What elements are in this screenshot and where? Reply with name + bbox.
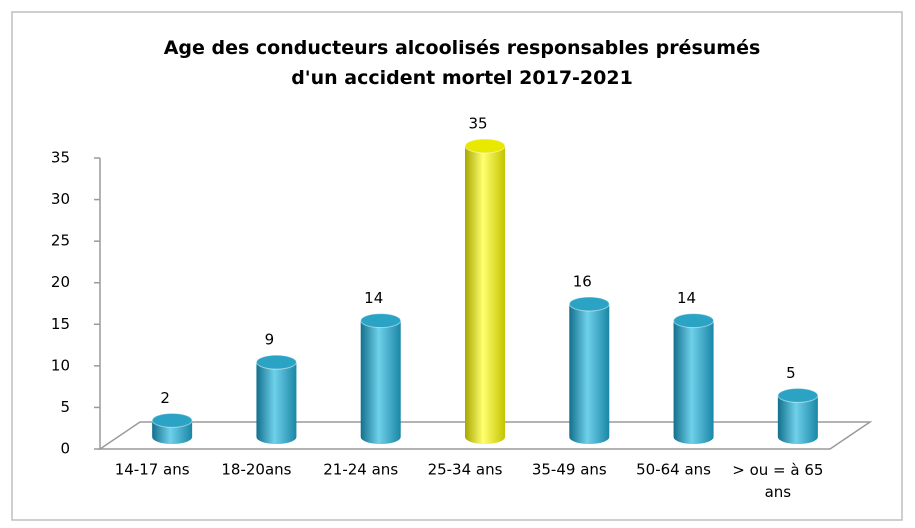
bar-top	[777, 387, 819, 403]
bar-top	[255, 354, 297, 370]
bar-top	[568, 296, 610, 312]
x-tick-label: 18-20ans	[221, 461, 291, 479]
data-label: 14	[364, 289, 383, 307]
x-tick-label: 14-17 ans	[115, 461, 190, 479]
bar-body	[673, 320, 714, 444]
bar-body	[256, 362, 297, 444]
data-label: 35	[468, 115, 487, 133]
bar	[777, 387, 819, 444]
bar	[151, 412, 193, 444]
x-tick-label: 21-24 ans	[323, 461, 398, 479]
bar-body	[569, 303, 610, 444]
bar	[568, 296, 610, 444]
data-label: 16	[573, 272, 592, 290]
bar-body	[465, 146, 505, 444]
x-tick-label: 25-34 ans	[428, 461, 503, 479]
y-tick-label: 0	[60, 440, 70, 458]
bar	[255, 354, 297, 444]
bar-body	[360, 320, 401, 444]
y-tick-label: 35	[51, 149, 70, 167]
bar-top	[673, 313, 715, 329]
data-label: 2	[160, 389, 170, 407]
bar-top	[360, 313, 402, 329]
y-tick-label: 30	[51, 190, 70, 208]
x-tick-label: 35-49 ans	[532, 461, 607, 479]
bar-body	[777, 395, 818, 444]
x-tick-label: 50-64 ans	[636, 461, 711, 479]
bar	[464, 138, 506, 444]
y-tick-label: 10	[51, 356, 70, 374]
data-label: 9	[265, 331, 275, 349]
x-tick-label: > ou = à 65 ans	[732, 461, 823, 501]
bar-top	[464, 138, 506, 154]
y-tick-label: 25	[51, 232, 70, 250]
y-tick-label: 20	[51, 273, 70, 291]
data-label: 14	[677, 289, 696, 307]
chart-title: Age des conducteurs alcoolisés responsab…	[164, 37, 761, 89]
y-tick-label: 5	[60, 398, 70, 416]
data-label: 5	[786, 364, 796, 382]
y-tick-label: 15	[51, 315, 70, 333]
floor	[97, 421, 873, 450]
bar-top	[151, 412, 193, 428]
bar	[673, 313, 715, 444]
bar	[360, 313, 402, 444]
